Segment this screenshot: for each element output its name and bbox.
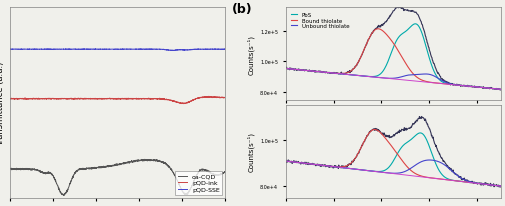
- pQD-SSE: [119, 48, 125, 51]
- Line: Unbound thiolate: Unbound thiolate: [285, 69, 500, 90]
- oa-CQD: [126, 162, 132, 165]
- pQD-ink: [99, 98, 106, 100]
- pQD-SSE: [196, 49, 203, 51]
- oa-CQD: [196, 169, 203, 171]
- pQD-SSE: [126, 49, 132, 51]
- Text: (b): (b): [231, 3, 252, 16]
- Bound thiolate: [393, 49, 399, 51]
- PbS: [320, 71, 326, 74]
- oa-CQD: [222, 171, 228, 173]
- PbS: [412, 23, 418, 26]
- Bound thiolate: [395, 51, 401, 53]
- pQD-SSE: [7, 49, 13, 51]
- Bound thiolate: [497, 89, 503, 91]
- Bound thiolate: [287, 68, 293, 71]
- Line: oa-CQD: oa-CQD: [10, 159, 225, 195]
- Bound thiolate: [374, 28, 380, 31]
- Unbound thiolate: [282, 68, 288, 70]
- Y-axis label: Counts(s⁻¹): Counts(s⁻¹): [246, 35, 254, 74]
- oa-CQD: [99, 166, 106, 168]
- Unbound thiolate: [369, 76, 375, 79]
- Bound thiolate: [320, 71, 326, 74]
- pQD-ink: [196, 97, 203, 99]
- Legend: PbS, Bound thiolate, Unbound thiolate: PbS, Bound thiolate, Unbound thiolate: [288, 11, 351, 32]
- pQD-ink: [122, 98, 128, 100]
- pQD-SSE: [131, 49, 137, 51]
- Y-axis label: Transmittance (a.u.): Transmittance (a.u.): [0, 61, 5, 145]
- pQD-SSE: [206, 49, 212, 51]
- oa-CQD: [122, 162, 128, 164]
- Line: PbS: PbS: [285, 25, 500, 90]
- Unbound thiolate: [381, 77, 387, 80]
- Bound thiolate: [381, 32, 387, 34]
- PbS: [380, 69, 386, 71]
- pQD-ink: [180, 103, 186, 105]
- oa-CQD: [61, 194, 67, 197]
- pQD-ink: [7, 98, 13, 101]
- pQD-ink: [206, 96, 212, 98]
- pQD-SSE: [168, 50, 174, 53]
- Line: pQD-SSE: pQD-SSE: [10, 50, 225, 51]
- Unbound thiolate: [497, 89, 503, 91]
- pQD-SSE: [99, 49, 106, 51]
- PbS: [393, 39, 399, 42]
- pQD-ink: [222, 97, 228, 99]
- pQD-ink: [126, 98, 132, 100]
- Bound thiolate: [369, 32, 375, 35]
- oa-CQD: [206, 171, 212, 173]
- Unbound thiolate: [287, 68, 293, 71]
- PbS: [394, 37, 400, 40]
- Unbound thiolate: [321, 72, 327, 74]
- pQD-SSE: [122, 49, 128, 51]
- PbS: [497, 89, 503, 91]
- PbS: [287, 68, 293, 71]
- pQD-SSE: [222, 49, 228, 51]
- Legend: oa-CQD, pQD-ink, pQD-SSE: oa-CQD, pQD-ink, pQD-SSE: [175, 171, 222, 195]
- Unbound thiolate: [395, 77, 401, 79]
- oa-CQD: [131, 160, 137, 163]
- Bound thiolate: [282, 68, 288, 70]
- Line: pQD-ink: pQD-ink: [10, 97, 225, 104]
- pQD-ink: [205, 96, 211, 99]
- oa-CQD: [141, 158, 147, 161]
- PbS: [369, 76, 375, 78]
- pQD-ink: [130, 98, 136, 101]
- Line: Bound thiolate: Bound thiolate: [285, 30, 500, 90]
- Y-axis label: Counts(s⁻¹): Counts(s⁻¹): [246, 132, 254, 171]
- oa-CQD: [7, 168, 13, 170]
- PbS: [282, 68, 288, 70]
- Unbound thiolate: [393, 77, 399, 80]
